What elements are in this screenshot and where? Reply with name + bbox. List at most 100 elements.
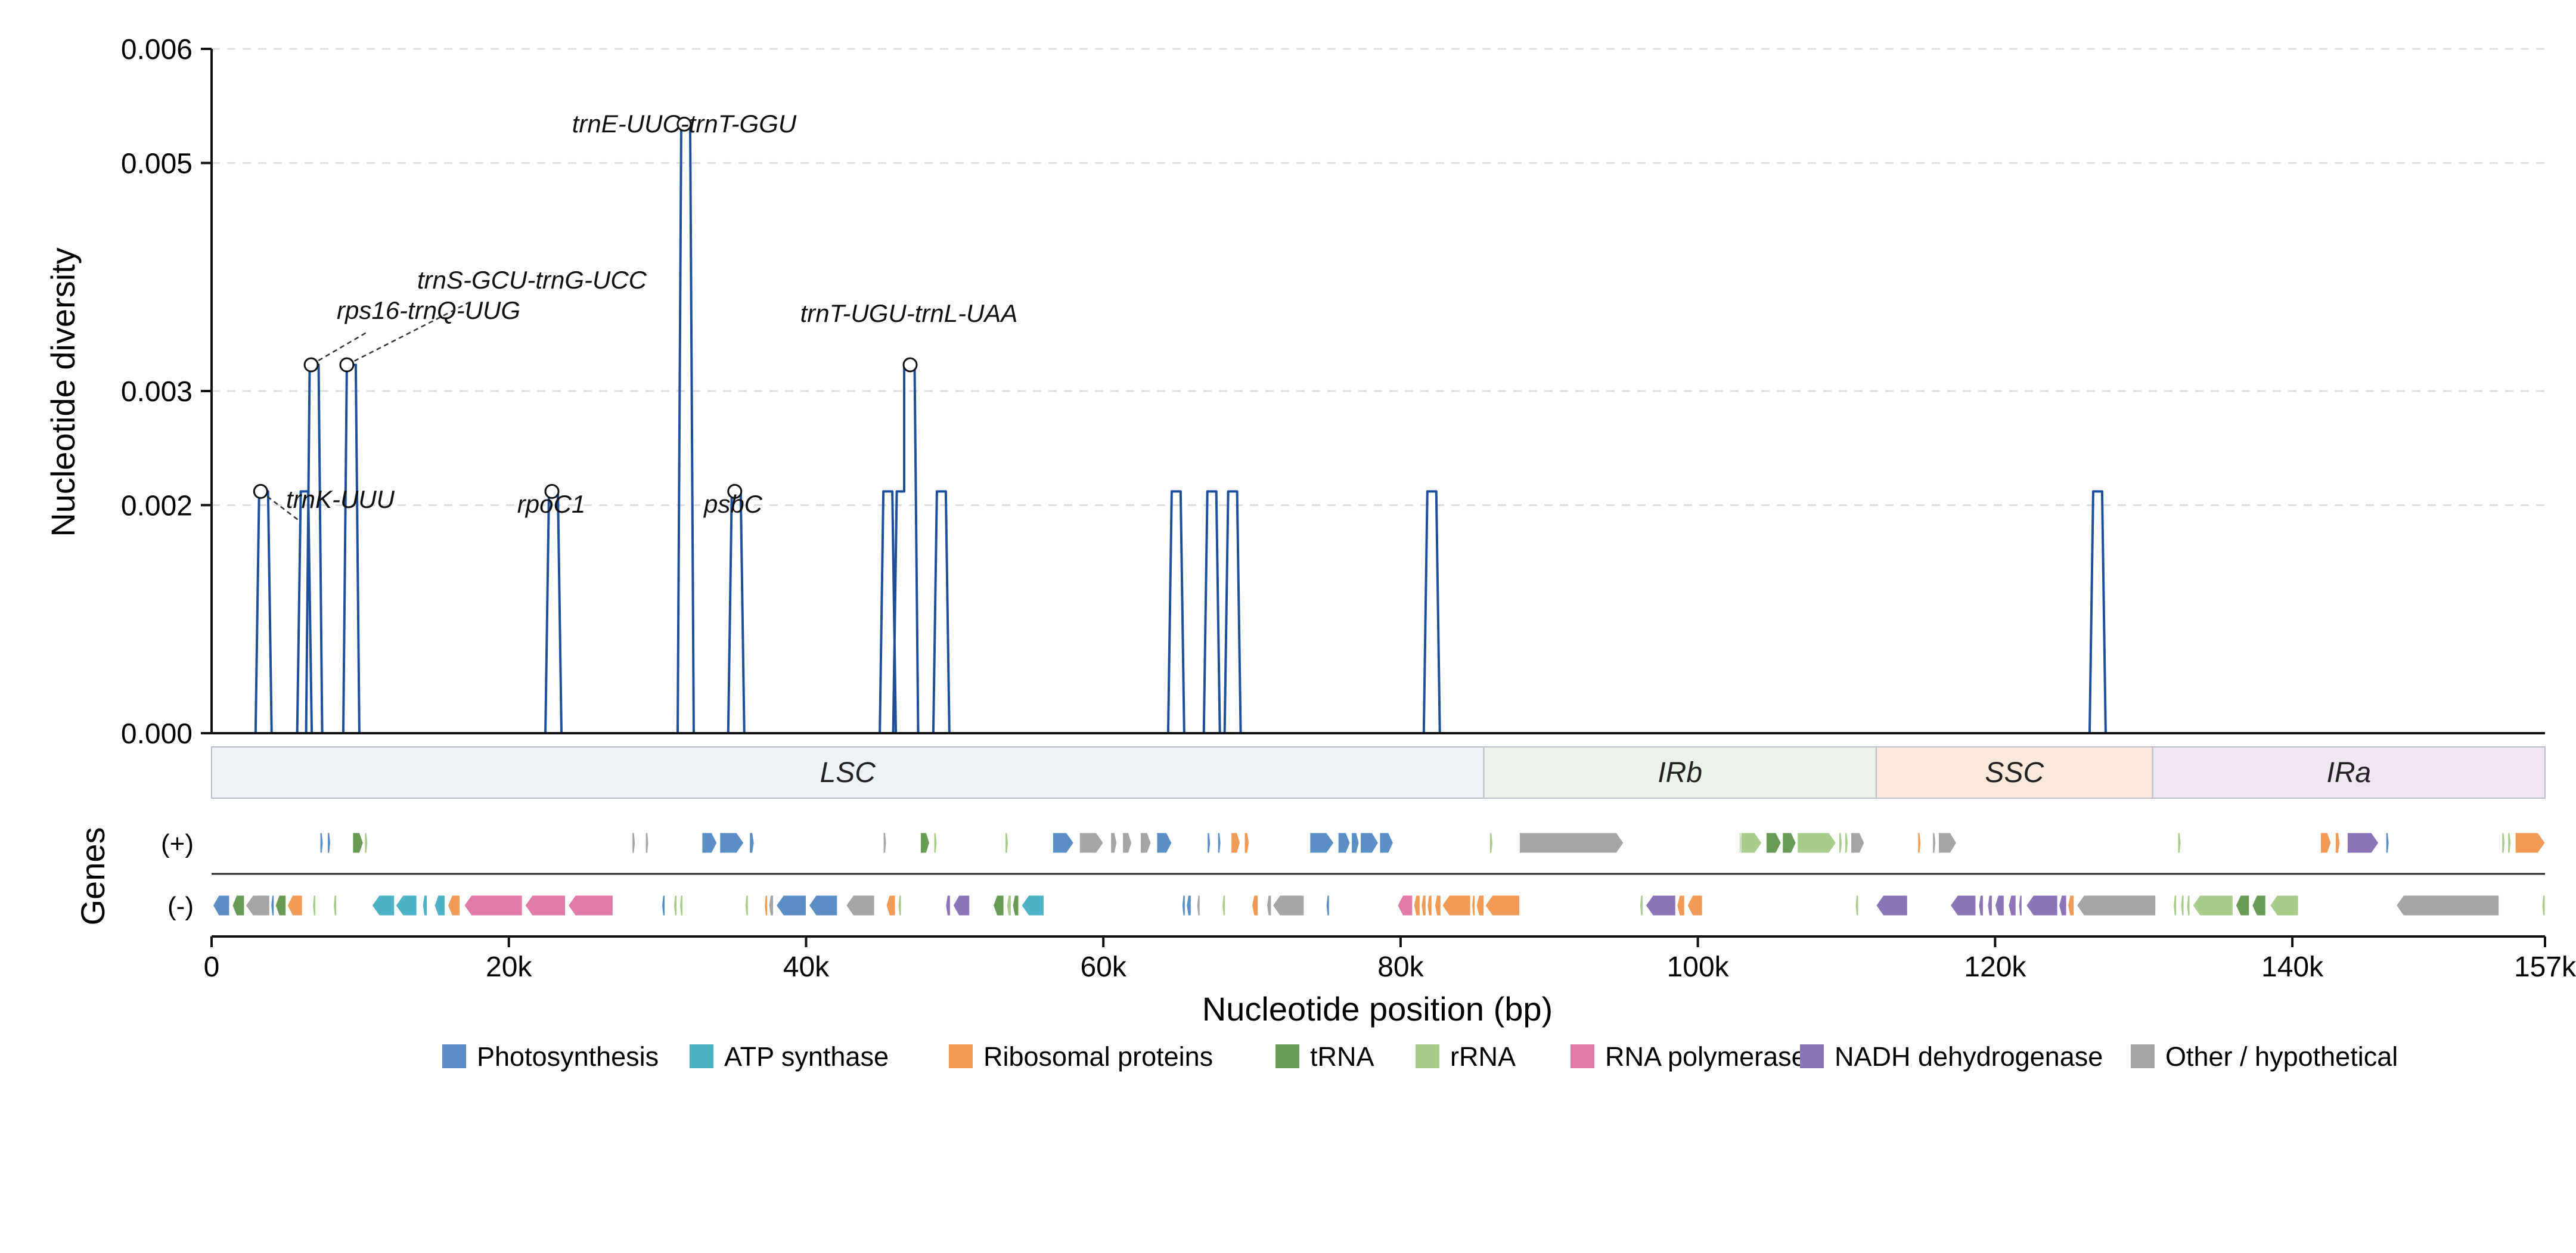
gene-plus [1052,832,1074,854]
legend-label: ATP synthase [724,1041,889,1072]
gene-plus [364,832,368,854]
gene-minus [1978,895,1984,916]
gene-minus [808,895,838,916]
gene-plus [645,832,649,854]
peak-label: rps16-trnQ-UUG [337,296,520,324]
gene-plus [1079,832,1104,854]
y-gridlines [212,48,2545,506]
gene-minus [2173,895,2177,916]
gene-plus [1005,832,1009,854]
gene-minus [1876,895,1908,916]
gene-minus [1252,895,1259,916]
gene-plus [2385,832,2389,854]
gene-minus [764,895,768,916]
gene-plus [1156,832,1172,854]
peak-marker [902,357,918,373]
gene-minus [567,895,613,916]
gene-plus [1938,832,1957,854]
x-axis-title: Nucleotide position (bp) [1202,990,1553,1028]
gene-minus [945,895,951,916]
genome-region-bar: LSC IRb SSC IRa [211,746,2546,799]
strand-label-minus: (-) [167,892,194,921]
gene-minus [1677,895,1685,916]
gene-minus [1266,895,1272,916]
gene-minus [2008,895,2016,916]
peak-label: rpoC1 [517,490,585,518]
y-tick-label: 0.003 [121,376,193,408]
diversity-line [212,123,2545,734]
x-tick-label: 40k [783,951,830,983]
gene-minus [422,895,428,916]
gene-minus [886,895,896,916]
peak-label: psbC [703,490,763,518]
gene-plus [1217,832,1221,854]
legend-swatch [1571,1044,1594,1068]
legend-swatch [690,1044,713,1068]
gene-minus [275,895,287,916]
gene-plus [2335,832,2341,854]
gene-minus [287,895,303,916]
region-ssc [1875,746,2153,799]
gene-minus [1421,895,1426,916]
x-tick-label: 80k [1377,951,1424,983]
gene-minus [1397,895,1413,916]
gene-minus [434,895,445,916]
gene-minus [775,895,806,916]
gene-plus [719,832,744,854]
gene-plus [352,832,364,854]
peak-marker [253,483,268,499]
gene-plus [1351,832,1360,854]
gene-plus [1379,832,1393,854]
gene-minus [2192,895,2233,916]
gene-plus [1782,832,1796,854]
gene-minus [2186,895,2190,916]
gene-plus [883,832,887,854]
region-label: SSC [1985,757,2044,789]
gene-minus [2270,895,2299,916]
legend-label: Photosynthesis [477,1041,659,1072]
gene-minus [271,895,275,916]
peak-marker [303,357,319,373]
gene-minus [2059,895,2067,916]
gene-minus [768,895,774,916]
peak-label: trnS-GCU-trnG-UCC [417,266,647,294]
peak-marker [727,483,743,499]
gene-plus [2177,832,2181,854]
region-lsc [211,746,1485,799]
gene-minus [1326,895,1330,916]
peak-label: trnK-UUU [286,485,395,513]
gene-minus [1427,895,1432,916]
region-label: IRa [2326,757,2371,789]
x-tick-label: 157k [2514,951,2576,983]
gene-minus [1442,895,1471,916]
gene-minus [662,895,666,916]
gene-minus [2252,895,2266,916]
peak-label: trnE-UUC-trnT-GGU [572,110,797,138]
gene-plus [1244,832,1250,854]
gene-minus [2180,895,2184,916]
legend-label: rRNA [1450,1041,1516,1072]
gene-plus [1231,832,1241,854]
gene-plus [933,832,938,854]
gene-plus [1122,832,1132,854]
legend-swatch [1416,1044,1439,1068]
gene-minus [1021,895,1044,916]
gene-minus [1687,895,1703,916]
gene-minus [395,895,417,916]
region-label: LSC [820,757,876,789]
gene-plus [2347,832,2379,854]
x-tick-label: 0 [204,951,220,983]
gene-minus [744,895,749,916]
gene-minus [1994,895,2004,916]
gene-minus [1855,895,1859,916]
y-tick-label: 0.006 [121,34,193,66]
gene-plus [1932,832,1936,854]
gene-minus [1181,895,1185,916]
gene-minus [1476,895,1485,916]
gene-minus [1485,895,1520,916]
gene-minus [2068,895,2075,916]
gene-plus [1845,832,1848,854]
gene-minus [1987,895,1992,916]
